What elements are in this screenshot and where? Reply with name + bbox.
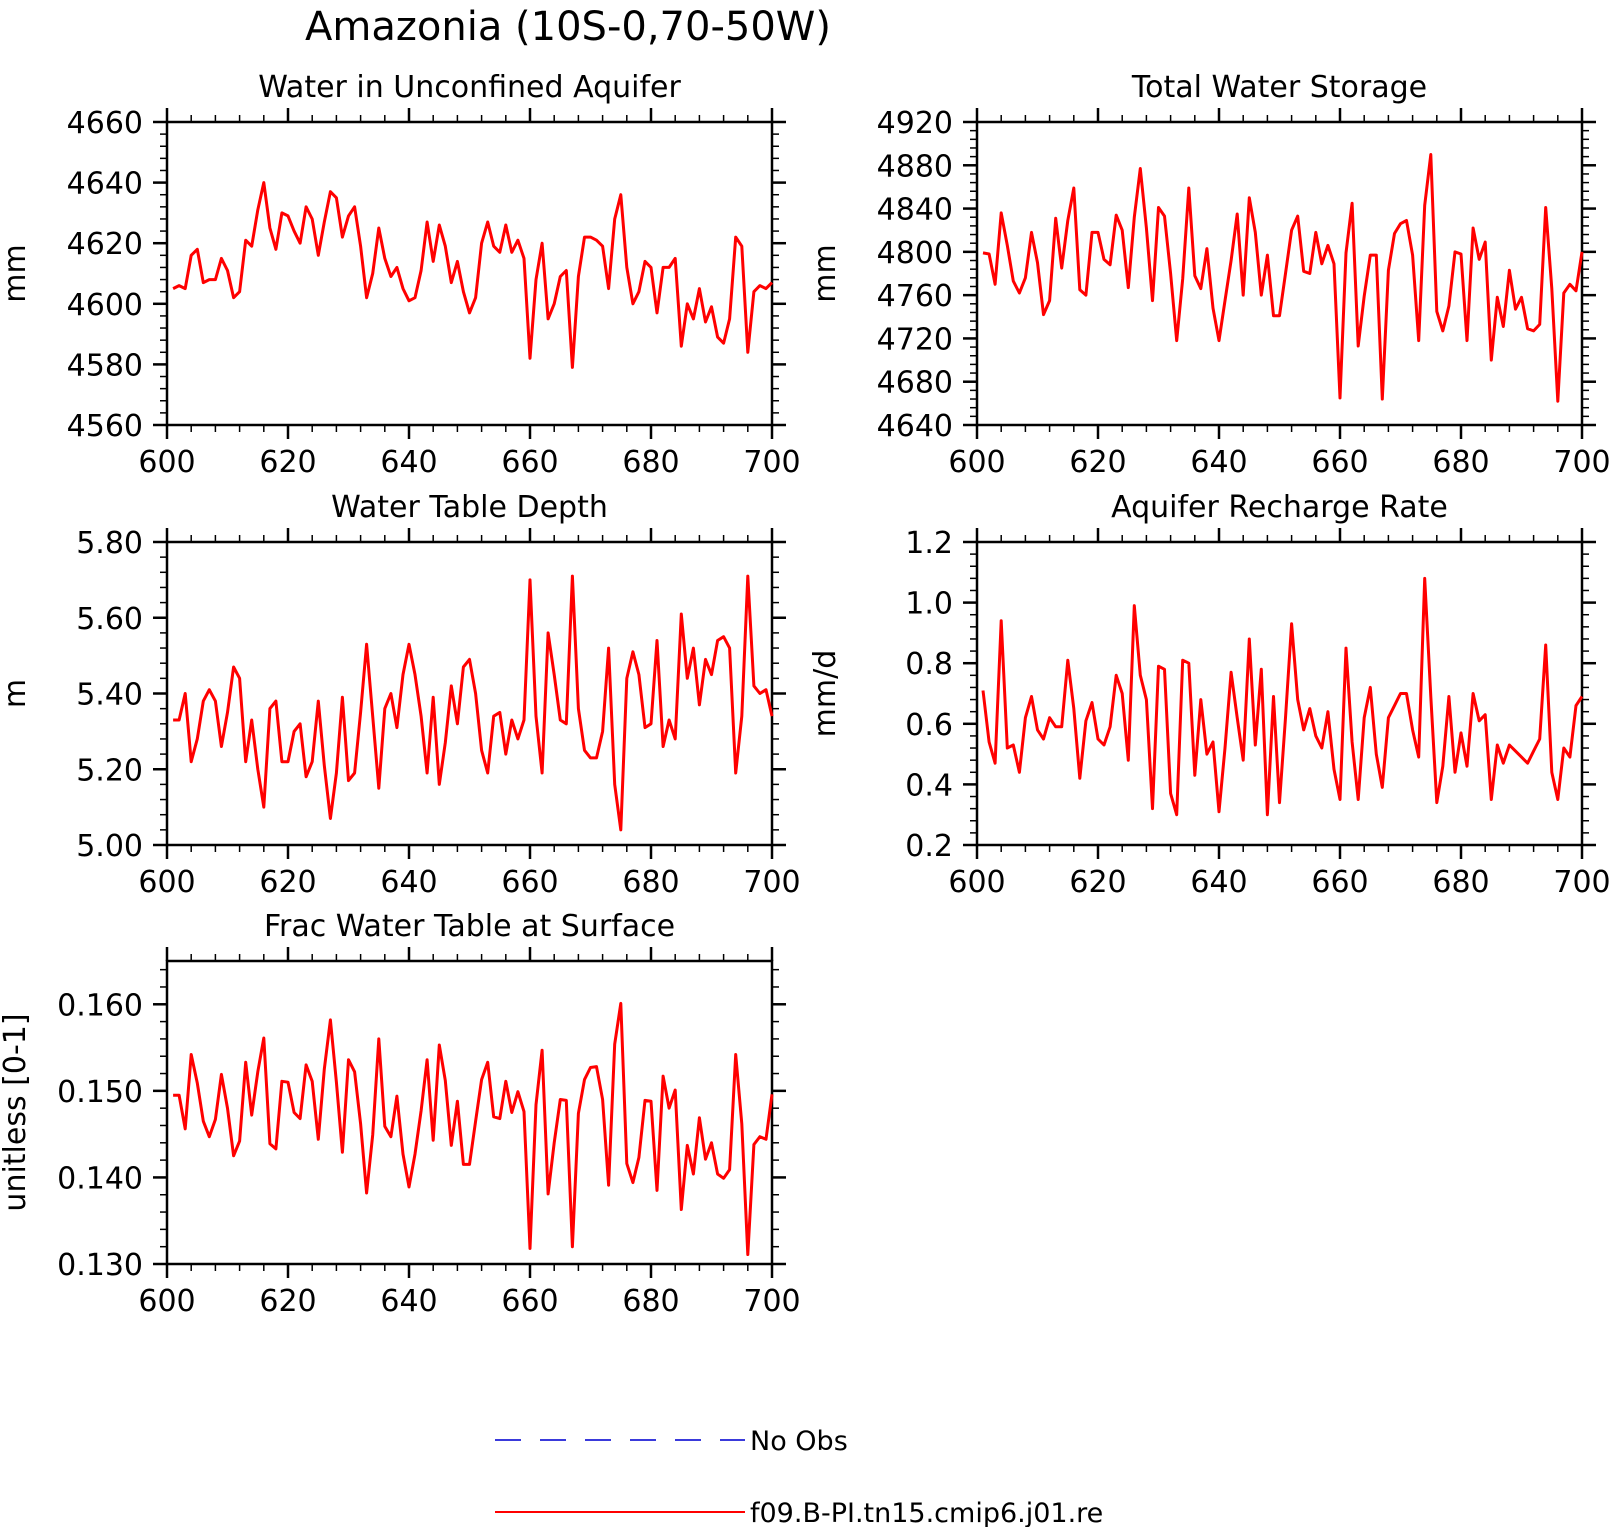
y-tick-label: 0.4 — [905, 768, 953, 803]
x-tick-label: 700 — [1553, 865, 1610, 900]
x-tick-label: 700 — [743, 445, 800, 480]
series-line — [982, 153, 1584, 403]
y-axis-label: unitless [0-1] — [0, 1013, 33, 1211]
y-tick-label: 4640 — [67, 167, 143, 202]
chart-panel-3: 600 620 640 660 680 700 5.00 5.20 5.40 5.60 5.80 Wa… — [0, 490, 801, 900]
y-tick-label: 0.2 — [905, 829, 953, 864]
panels-group: 600 620 640 660 680 700 4560 4580 4600 4620 4640 46… — [0, 70, 1611, 1319]
x-tick-label: 620 — [259, 445, 316, 480]
panel-title: Water Table Depth — [331, 490, 608, 525]
y-tick-label: 0.160 — [57, 988, 143, 1023]
x-tick-label: 620 — [1069, 865, 1126, 900]
y-tick-label: 1.2 — [905, 526, 953, 561]
y-tick-label: 0.6 — [905, 708, 953, 743]
x-tick-label: 680 — [1432, 445, 1489, 480]
x-tick-label: 600 — [138, 445, 195, 480]
legend-label: f09.B-PI.tn15.cmip6.j01.re — [750, 1498, 1103, 1527]
x-tick-label: 640 — [380, 865, 437, 900]
y-tick-label: 4800 — [877, 236, 953, 271]
y-tick-label: 5.60 — [76, 602, 143, 637]
legend: No Obs f09.B-PI.tn15.cmip6.j01.re — [495, 1426, 1103, 1527]
y-tick-label: 0.150 — [57, 1075, 143, 1110]
y-tick-label: 1.0 — [905, 587, 953, 622]
plot-frame — [165, 959, 774, 1266]
chart-panel-5: 600 620 640 660 680 700 0.130 0.140 0.150 0.160 Fr… — [0, 909, 801, 1319]
panel-title: Aquifer Recharge Rate — [1111, 490, 1448, 525]
panel-title: Frac Water Table at Surface — [264, 909, 675, 944]
y-tick-label: 5.40 — [76, 678, 143, 713]
y-axis-label: m — [0, 679, 33, 708]
x-tick-label: 600 — [948, 445, 1005, 480]
chart-panel-1: 600 620 640 660 680 700 4560 4580 4600 4620 4640 46… — [0, 70, 801, 480]
y-tick-label: 4580 — [67, 348, 143, 383]
x-tick-label: 680 — [622, 445, 679, 480]
x-tick-label: 640 — [1190, 865, 1247, 900]
y-axis-label: mm — [808, 244, 843, 302]
x-tick-label: 700 — [1553, 445, 1610, 480]
y-tick-label: 4660 — [67, 106, 143, 141]
x-tick-label: 660 — [1311, 445, 1368, 480]
y-tick-label: 0.8 — [905, 647, 953, 682]
x-tick-label: 620 — [259, 865, 316, 900]
y-tick-label: 4760 — [877, 279, 953, 314]
legend-label: No Obs — [750, 1426, 848, 1457]
x-tick-label: 660 — [501, 445, 558, 480]
y-tick-label: 0.140 — [57, 1161, 143, 1196]
x-tick-label: 620 — [259, 1284, 316, 1319]
y-tick-label: 4720 — [877, 322, 953, 357]
plot-frame — [975, 540, 1584, 847]
x-tick-label: 700 — [743, 1284, 800, 1319]
y-axis-label: mm/d — [808, 650, 843, 738]
y-tick-label: 4560 — [67, 409, 143, 444]
y-tick-label: 4600 — [67, 288, 143, 323]
y-tick-label: 5.80 — [76, 526, 143, 561]
x-tick-label: 660 — [501, 1284, 558, 1319]
chart-panel-2: 600 620 640 660 680 700 4640 4680 4720 4760 4800 48… — [808, 70, 1611, 480]
x-tick-label: 640 — [380, 445, 437, 480]
plot-frame — [165, 120, 774, 427]
y-tick-label: 4640 — [877, 409, 953, 444]
y-tick-label: 4680 — [877, 366, 953, 401]
y-tick-label: 0.130 — [57, 1248, 143, 1283]
x-tick-label: 600 — [138, 1284, 195, 1319]
figure-title: Amazonia (10S-0,70-50W) — [305, 4, 831, 50]
series-line — [173, 574, 774, 832]
x-tick-label: 640 — [380, 1284, 437, 1319]
x-tick-label: 660 — [501, 865, 558, 900]
x-tick-label: 680 — [622, 1284, 679, 1319]
y-tick-label: 4920 — [877, 106, 953, 141]
series-line — [981, 576, 1584, 817]
series-line — [172, 181, 774, 369]
x-tick-label: 680 — [622, 865, 679, 900]
y-axis-label: mm — [0, 244, 33, 302]
series-line — [173, 1001, 774, 1256]
x-tick-label: 660 — [1311, 865, 1368, 900]
chart-panel-4: 600 620 640 660 680 700 0.2 0.4 0.6 0.8 1.0 1.2 Aqui… — [808, 490, 1611, 900]
y-tick-label: 4880 — [877, 149, 953, 184]
y-tick-label: 5.00 — [76, 829, 143, 864]
x-tick-label: 640 — [1190, 445, 1247, 480]
panel-title: Water in Unconfined Aquifer — [258, 70, 681, 105]
plot-frame — [975, 120, 1584, 427]
plot-frame — [165, 540, 774, 847]
x-tick-label: 700 — [743, 865, 800, 900]
panel-title: Total Water Storage — [1131, 70, 1427, 105]
x-tick-label: 620 — [1069, 445, 1126, 480]
y-tick-label: 4620 — [67, 227, 143, 262]
x-tick-label: 680 — [1432, 865, 1489, 900]
x-tick-label: 600 — [948, 865, 1005, 900]
y-tick-label: 5.20 — [76, 753, 143, 788]
x-tick-label: 600 — [138, 865, 195, 900]
y-tick-label: 4840 — [877, 193, 953, 228]
